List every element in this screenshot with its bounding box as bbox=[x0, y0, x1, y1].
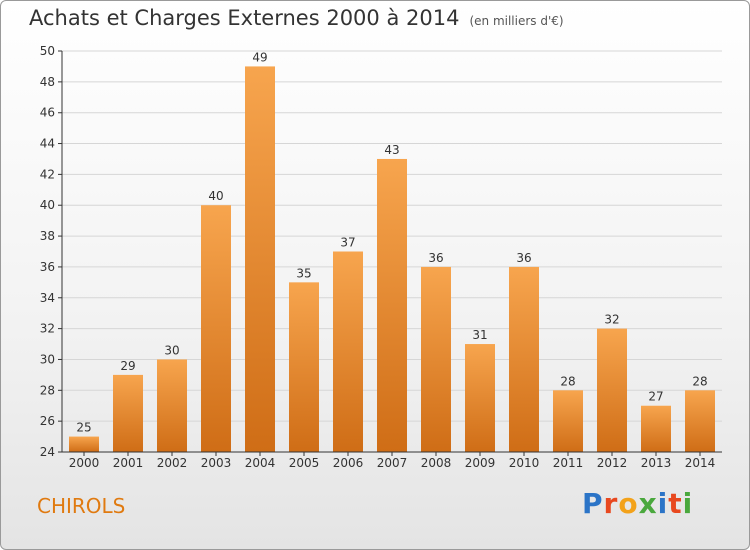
x-tick-label-2000: 2000 bbox=[69, 456, 100, 470]
chart-title: Achats et Charges Externes 2000 à 2014 (e… bbox=[29, 6, 564, 30]
bar-2007 bbox=[377, 158, 407, 452]
data-labels: 25 29 30 40 49 35 37 43 36 31 36 28 32 27 28 bbox=[76, 50, 707, 434]
data-label-2011: 28 bbox=[560, 374, 575, 388]
bar-2005 bbox=[289, 282, 319, 452]
y-tick-label-44: 44 bbox=[40, 137, 55, 151]
y-tick-label-24: 24 bbox=[40, 445, 55, 459]
city-name: CHIROLS bbox=[37, 494, 126, 518]
bar-2002 bbox=[157, 359, 187, 452]
y-tick-label-42: 42 bbox=[40, 167, 55, 181]
data-label-2013: 27 bbox=[648, 390, 663, 404]
logo-letter: r bbox=[603, 487, 619, 520]
bars bbox=[69, 66, 715, 452]
data-label-2004: 49 bbox=[252, 50, 267, 64]
x-tick-label-2012: 2012 bbox=[597, 456, 628, 470]
x-tick-label-2002: 2002 bbox=[157, 456, 188, 470]
x-tick-label-2004: 2004 bbox=[245, 456, 276, 470]
chart-subtitle: (en milliers d'€) bbox=[469, 14, 564, 28]
axes: 24 26 28 30 32 34 36 38 40 42 44 46 48 50 2000 2001 2002… bbox=[40, 44, 722, 470]
data-label-2003: 40 bbox=[208, 189, 223, 203]
data-label-2012: 32 bbox=[604, 313, 619, 327]
data-label-2014: 28 bbox=[692, 374, 707, 388]
bar-2010 bbox=[509, 266, 539, 452]
y-tick-label-34: 34 bbox=[40, 291, 55, 305]
x-tick-label-2011: 2011 bbox=[553, 456, 584, 470]
bar-2013 bbox=[641, 405, 671, 452]
logo-letter: x bbox=[638, 487, 658, 520]
x-tick-label-2007: 2007 bbox=[377, 456, 408, 470]
bar-2014 bbox=[685, 390, 715, 452]
logo-letter: i bbox=[682, 487, 694, 520]
x-tick-label-2009: 2009 bbox=[465, 456, 496, 470]
y-tick-label-40: 40 bbox=[40, 198, 55, 212]
y-tick-label-48: 48 bbox=[40, 75, 55, 89]
logo-letter: o bbox=[618, 487, 639, 520]
x-tick-label-2014: 2014 bbox=[685, 456, 716, 470]
y-tick-label-36: 36 bbox=[40, 260, 55, 274]
logo-letter: i bbox=[657, 487, 669, 520]
x-tick-label-2003: 2003 bbox=[201, 456, 232, 470]
data-label-2008: 36 bbox=[428, 251, 443, 265]
chart-title-text: Achats et Charges Externes 2000 à 2014 bbox=[29, 6, 460, 30]
data-label-2000: 25 bbox=[76, 421, 91, 435]
bar-2004 bbox=[245, 66, 275, 452]
bar-2000 bbox=[69, 436, 99, 452]
y-tick-label-28: 28 bbox=[40, 383, 55, 397]
proxiti-logo[interactable]: Proxiti bbox=[582, 487, 693, 520]
bar-2006 bbox=[333, 251, 363, 452]
bar-2008 bbox=[421, 266, 451, 452]
y-tick-label-30: 30 bbox=[40, 352, 55, 366]
bar-2012 bbox=[597, 328, 627, 452]
x-tick-label-2013: 2013 bbox=[641, 456, 672, 470]
logo-letter: t bbox=[668, 487, 683, 520]
x-tick-label-2008: 2008 bbox=[421, 456, 452, 470]
y-tick-label-46: 46 bbox=[40, 106, 55, 120]
data-label-2002: 30 bbox=[164, 343, 179, 357]
y-tick-label-32: 32 bbox=[40, 322, 55, 336]
data-label-2005: 35 bbox=[296, 266, 311, 280]
data-label-2010: 36 bbox=[516, 251, 531, 265]
x-tick-label-2001: 2001 bbox=[113, 456, 144, 470]
bar-2003 bbox=[201, 205, 231, 452]
y-tick-label-50: 50 bbox=[40, 44, 55, 58]
data-label-2006: 37 bbox=[340, 236, 355, 250]
bar-2011 bbox=[553, 390, 583, 452]
bar-2009 bbox=[465, 344, 495, 452]
bar-2001 bbox=[113, 374, 143, 452]
x-tick-label-2006: 2006 bbox=[333, 456, 364, 470]
data-label-2001: 29 bbox=[120, 359, 135, 373]
y-tick-label-26: 26 bbox=[40, 414, 55, 428]
logo-letter: P bbox=[582, 487, 604, 520]
y-tick-label-38: 38 bbox=[40, 229, 55, 243]
data-label-2009: 31 bbox=[472, 328, 487, 342]
x-tick-label-2010: 2010 bbox=[509, 456, 540, 470]
data-label-2007: 43 bbox=[384, 143, 399, 157]
x-tick-label-2005: 2005 bbox=[289, 456, 320, 470]
